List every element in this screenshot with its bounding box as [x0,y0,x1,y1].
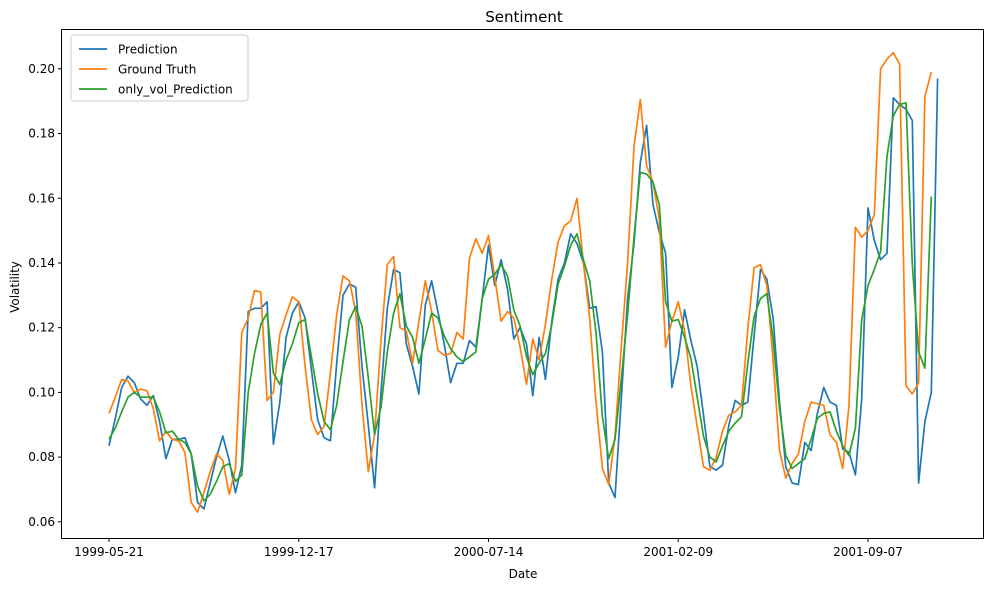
series-line-prediction [108,78,939,510]
legend-label-only-vol-prediction: only_vol_Prediction [118,83,233,97]
x-tick-label: 1999-12-17 [264,545,334,559]
legend-label-ground-truth: Ground Truth [118,63,196,77]
x-tick-label: 2001-09-07 [833,545,903,559]
x-tick-label: 1999-05-21 [74,545,144,559]
series-line-ground-truth [108,51,933,513]
y-tick-label: 0.08 [28,450,55,464]
plot-frame [61,29,984,539]
legend: Prediction Ground Truth only_vol_Predictio… [70,34,249,102]
x-tick-label: 2001-02-09 [643,545,713,559]
y-tick-label: 0.12 [28,321,55,335]
y-tick-label: 0.06 [28,515,55,529]
y-tick-label: 0.10 [28,385,55,399]
y-tick-label: 0.18 [28,127,55,141]
y-tick-label: 0.20 [28,62,55,76]
y-axis-label: Volatility [8,261,22,313]
legend-label-prediction: Prediction [118,43,178,57]
series-line-only-vol-prediction [108,101,933,502]
x-axis-label: Date [509,567,538,581]
chart-title: Sentiment [485,8,563,26]
x-tick-label: 2000-07-14 [454,545,524,559]
plot-area [108,51,939,513]
y-tick-label: 0.16 [28,191,55,205]
legend-box [70,34,249,102]
y-tick-label: 0.14 [28,256,55,270]
